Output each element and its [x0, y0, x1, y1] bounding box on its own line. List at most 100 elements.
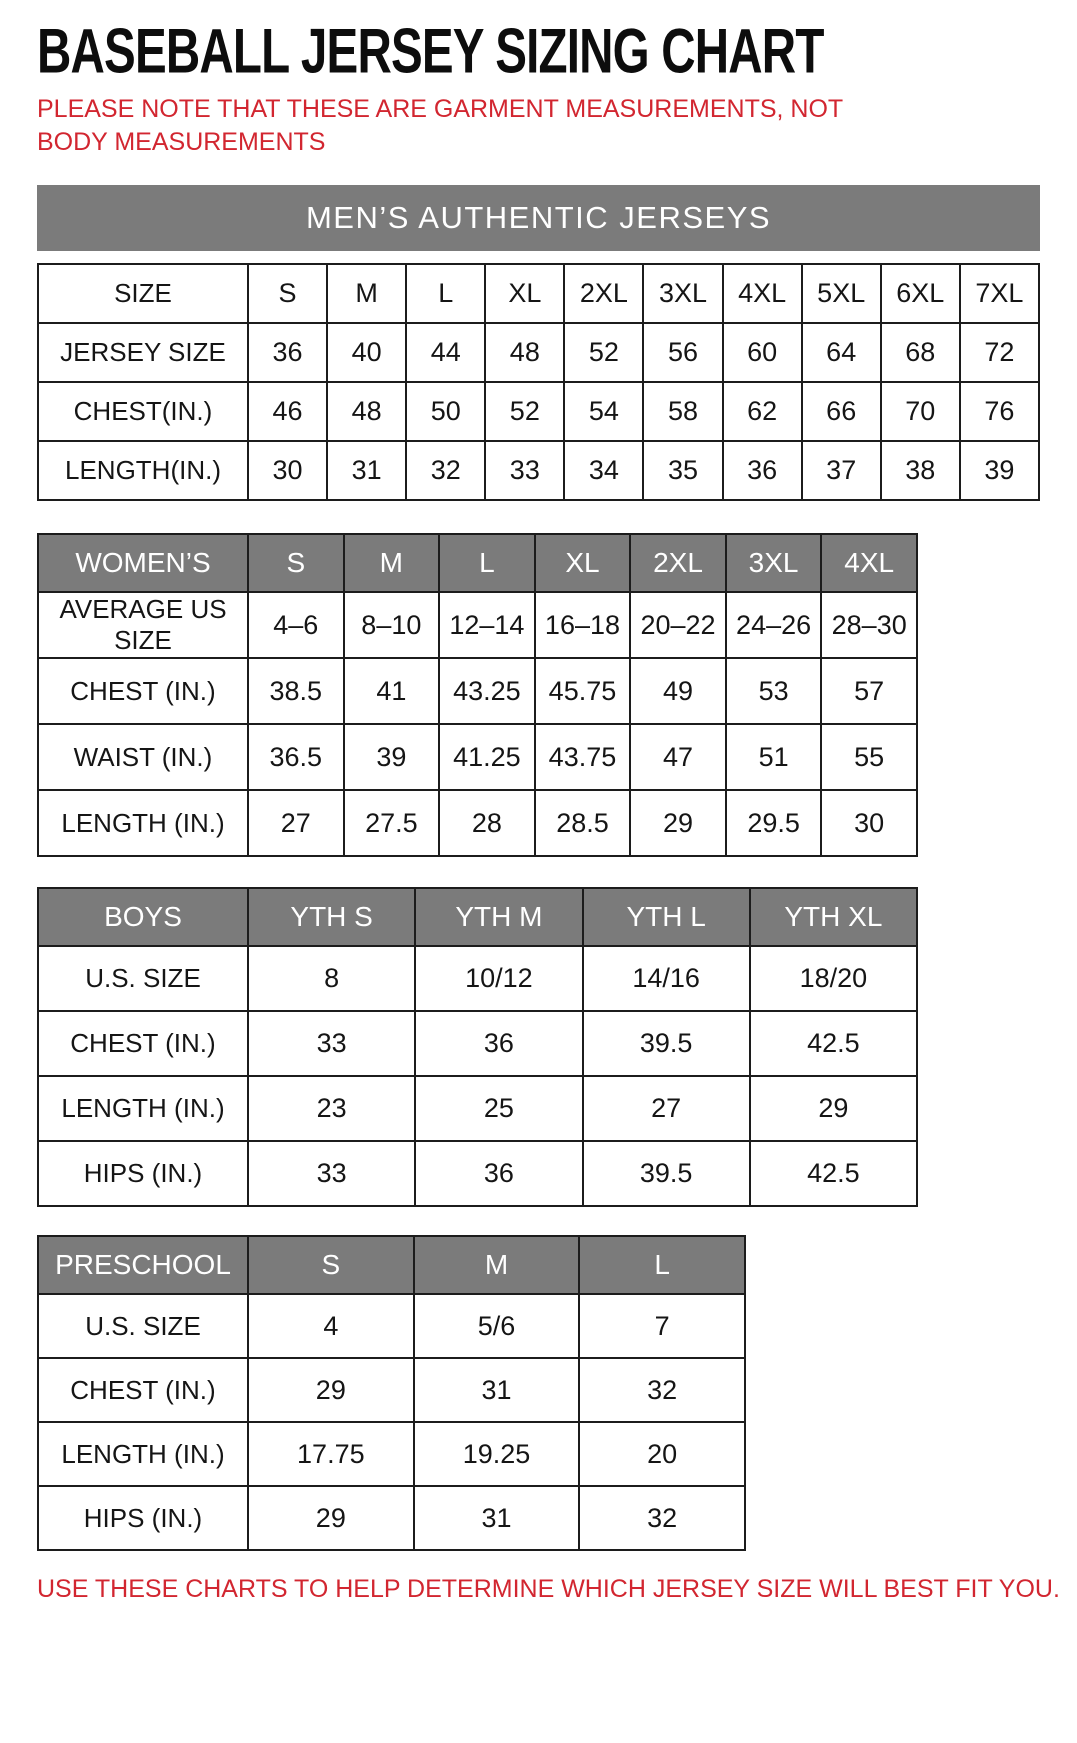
value-cell: 8–10 [342, 591, 441, 659]
value-cell: 18/20 [748, 945, 919, 1012]
table-row: WAIST (IN.) 36.5 39 41.25 43.75 47 51 55 [37, 723, 918, 791]
table-header-row: WOMEN’S S M L XL 2XL 3XL 4XL [37, 533, 918, 593]
value-cell: 68 [879, 322, 961, 383]
value-cell: 7XL [958, 263, 1041, 324]
value-cell: 50 [405, 381, 487, 442]
value-cell: 56 [642, 322, 724, 383]
value-cell: 4XL [721, 263, 803, 324]
value-cell: 12–14 [438, 591, 536, 659]
value-cell: 20 [578, 1421, 746, 1487]
value-cell: 32 [578, 1485, 746, 1551]
size-header-cell: S [247, 533, 345, 593]
table-row: LENGTH (IN.) 27 27.5 28 28.5 29 29.5 30 [37, 789, 918, 857]
value-cell: 28–30 [820, 591, 918, 659]
value-cell: 24–26 [724, 591, 823, 659]
row-label: HIPS (IN.) [37, 1485, 249, 1551]
value-cell: 49 [629, 657, 727, 725]
value-cell: 53 [724, 657, 823, 725]
table-row: CHEST(IN.) 46 48 50 52 54 58 62 66 70 76 [37, 381, 1041, 442]
value-cell: 8 [246, 945, 417, 1012]
row-label: LENGTH (IN.) [37, 1075, 249, 1142]
size-header-cell: XL [533, 533, 632, 593]
value-cell: 57 [820, 657, 918, 725]
value-cell: 19.25 [412, 1421, 581, 1487]
table-header-label: BOYS [37, 887, 249, 947]
value-cell: 5/6 [412, 1293, 581, 1359]
value-cell: 7 [578, 1293, 746, 1359]
value-cell: 10/12 [414, 945, 584, 1012]
table-row: LENGTH (IN.) 23 25 27 29 [37, 1075, 919, 1142]
table-row: SIZE S M L XL 2XL 3XL 4XL 5XL 6XL 7XL [37, 263, 1041, 324]
table-header-label: WOMEN’S [37, 533, 249, 593]
row-label: WAIST (IN.) [37, 723, 249, 791]
value-cell: 5XL [800, 263, 882, 324]
value-cell: 47 [629, 723, 727, 791]
preschool-size-table: PRESCHOOL S M L U.S. SIZE 4 5/6 7 CHEST (IN.) 29 3… [37, 1235, 746, 1551]
size-header-cell: 4XL [820, 533, 918, 593]
size-header-cell: S [247, 1235, 415, 1295]
row-label: SIZE [37, 263, 249, 324]
value-cell: 17.75 [247, 1421, 415, 1487]
table-header-row: BOYS YTH S YTH M YTH L YTH XL [37, 887, 919, 947]
row-label: LENGTH (IN.) [37, 1421, 249, 1487]
value-cell: 39 [342, 723, 441, 791]
table-row: LENGTH(IN.) 30 31 32 33 34 35 36 37 38 39 [37, 440, 1041, 501]
value-cell: 20–22 [629, 591, 727, 659]
value-cell: 36 [721, 440, 803, 501]
row-label: U.S. SIZE [37, 1293, 249, 1359]
size-header-cell: YTH XL [748, 887, 919, 947]
value-cell: 44 [405, 322, 487, 383]
womens-size-table: WOMEN’S S M L XL 2XL 3XL 4XL AVERAGE US SIZE 4–6 8… [37, 533, 918, 857]
page-title: BASEBALL JERSEY SIZING CHART [37, 16, 824, 87]
value-cell: 29 [247, 1357, 415, 1423]
value-cell: 64 [800, 322, 882, 383]
value-cell: 27 [581, 1075, 751, 1142]
table-row: LENGTH (IN.) 17.75 19.25 20 [37, 1421, 746, 1487]
value-cell: 45.75 [533, 657, 632, 725]
value-cell: 34 [563, 440, 645, 501]
table-row: HIPS (IN.) 33 36 39.5 42.5 [37, 1140, 919, 1207]
value-cell: 31 [326, 440, 408, 501]
value-cell: 4 [247, 1293, 415, 1359]
value-cell: 14/16 [581, 945, 751, 1012]
size-header-cell: 2XL [629, 533, 727, 593]
value-cell: 76 [958, 381, 1041, 442]
value-cell: 42.5 [748, 1010, 919, 1077]
value-cell: 31 [412, 1357, 581, 1423]
value-cell: 28.5 [533, 789, 632, 857]
value-cell: L [405, 263, 487, 324]
mens-authentic-jerseys-banner: MEN’S AUTHENTIC JERSEYS [37, 185, 1040, 251]
value-cell: 38 [879, 440, 961, 501]
value-cell: 29 [247, 1485, 415, 1551]
value-cell: 43.25 [438, 657, 536, 725]
value-cell: 43.75 [533, 723, 632, 791]
value-cell: 6XL [879, 263, 961, 324]
value-cell: 29 [629, 789, 727, 857]
value-cell: 36.5 [247, 723, 345, 791]
row-label: U.S. SIZE [37, 945, 249, 1012]
value-cell: S [246, 263, 329, 324]
size-header-cell: 3XL [724, 533, 823, 593]
value-cell: 60 [721, 322, 803, 383]
value-cell: 39.5 [581, 1140, 751, 1207]
footer-note: USE THESE CHARTS TO HELP DETERMINE WHICH… [37, 1575, 1060, 1603]
value-cell: 62 [721, 381, 803, 442]
row-label: AVERAGE US SIZE [37, 591, 249, 659]
row-label: CHEST (IN.) [37, 1357, 249, 1423]
value-cell: M [326, 263, 408, 324]
size-header-cell: YTH S [246, 887, 417, 947]
size-header-cell: M [342, 533, 441, 593]
value-cell: 30 [820, 789, 918, 857]
value-cell: 32 [405, 440, 487, 501]
value-cell: 55 [820, 723, 918, 791]
value-cell: 36 [414, 1140, 584, 1207]
value-cell: 37 [800, 440, 882, 501]
row-label: LENGTH(IN.) [37, 440, 249, 501]
size-header-cell: YTH M [414, 887, 584, 947]
value-cell: 2XL [563, 263, 645, 324]
sizing-chart-page: BASEBALL JERSEY SIZING CHART PLEASE NOTE… [37, 16, 1060, 1603]
table-header-label: PRESCHOOL [37, 1235, 249, 1295]
table-row: U.S. SIZE 4 5/6 7 [37, 1293, 746, 1359]
row-label: CHEST(IN.) [37, 381, 249, 442]
table-row: CHEST (IN.) 33 36 39.5 42.5 [37, 1010, 919, 1077]
